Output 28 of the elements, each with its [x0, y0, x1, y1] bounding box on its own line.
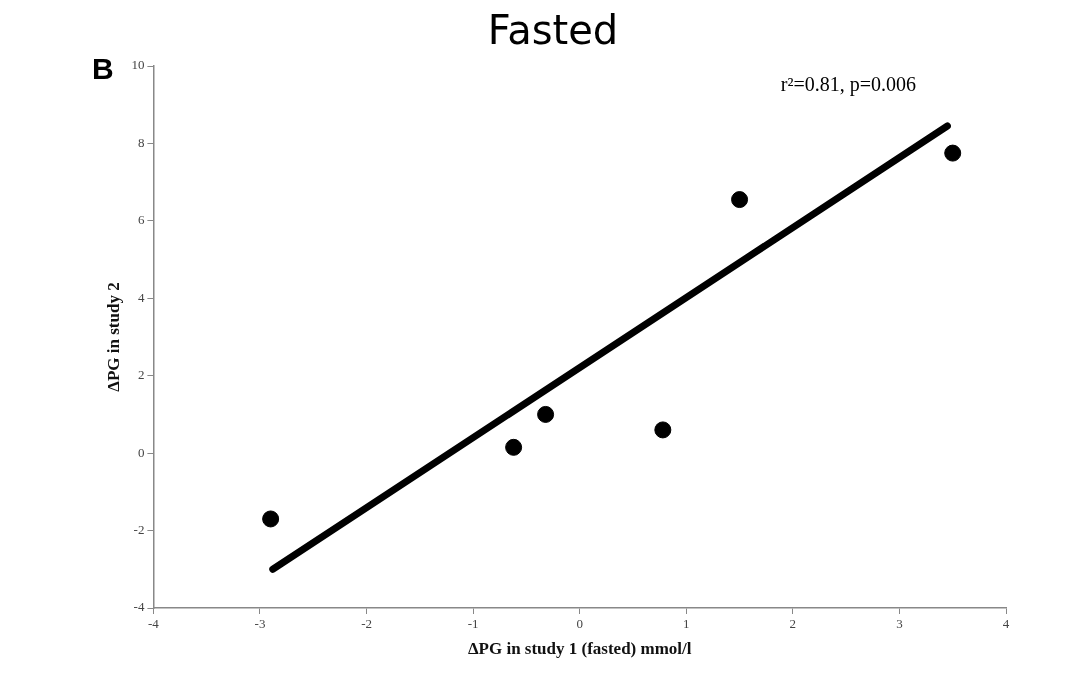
- point: [505, 438, 523, 456]
- y-axis-title: ΔPG in study 2: [103, 282, 123, 392]
- x-tick-label: -1: [467, 616, 479, 632]
- point: [537, 405, 555, 423]
- x-tick-label: -3: [254, 616, 266, 632]
- point: [262, 510, 280, 528]
- x-tick-label: -2: [361, 616, 372, 632]
- y-tick-label: 8: [137, 134, 145, 150]
- y-tick-label: 2: [137, 367, 145, 383]
- point: [944, 144, 962, 162]
- text: B: [92, 52, 114, 86]
- y-tick-label: -4: [133, 599, 145, 615]
- x-tick-label: 2: [789, 616, 797, 632]
- x-tick-label: 1: [683, 616, 690, 632]
- point: [731, 191, 749, 209]
- y-tick-label: -2: [133, 521, 145, 537]
- chart-title: Fasted: [487, 7, 619, 54]
- x-tick-label: 4: [1002, 616, 1010, 632]
- y-tick-label: 10: [131, 57, 145, 73]
- y-tick-label: 4: [137, 289, 145, 305]
- point: [654, 421, 672, 439]
- annotation: r²=0.81, p=0.006: [780, 73, 916, 97]
- y-tick-label: 0: [137, 444, 145, 460]
- x-axis-title: ΔPG in study 1 (fasted) mmol/l: [467, 639, 692, 659]
- x-tick-label: -4: [147, 616, 160, 632]
- x-tick-label: 0: [576, 616, 583, 632]
- x-tick-label: 3: [896, 616, 903, 632]
- y-tick-label: 6: [137, 212, 145, 228]
